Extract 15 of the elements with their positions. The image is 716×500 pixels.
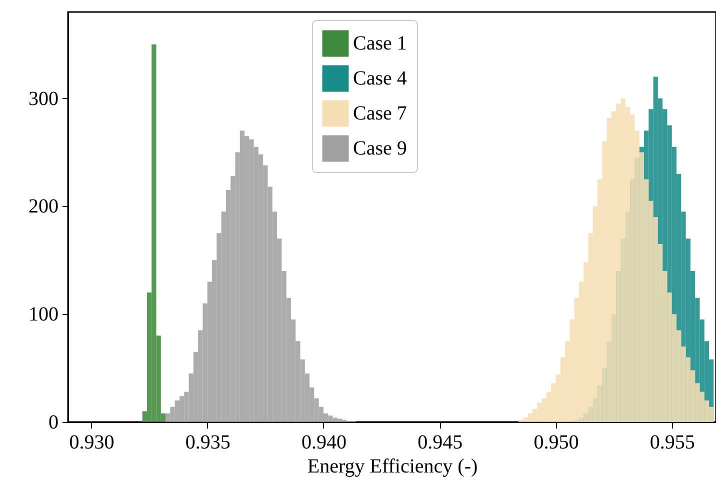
x-tick-label: 0.950 <box>534 432 579 454</box>
y-tick-label: 0 <box>48 412 58 434</box>
legend-label: Case 7 <box>353 102 407 124</box>
y-tick-label: 200 <box>28 196 58 218</box>
legend-label: Case 1 <box>353 32 407 54</box>
x-axis-title: Energy Efficiency (-) <box>307 456 478 478</box>
x-tick-label: 0.940 <box>301 432 346 454</box>
y-tick-label: 100 <box>28 304 58 326</box>
legend-label: Case 4 <box>353 68 407 90</box>
x-tick-label: 0.930 <box>69 432 114 454</box>
y-tick-label: 300 <box>28 88 58 110</box>
x-tick-label: 0.935 <box>185 432 230 454</box>
x-tick-label: 0.945 <box>418 432 463 454</box>
legend-label: Case 9 <box>353 138 407 160</box>
x-tick-label: 0.955 <box>650 432 695 454</box>
